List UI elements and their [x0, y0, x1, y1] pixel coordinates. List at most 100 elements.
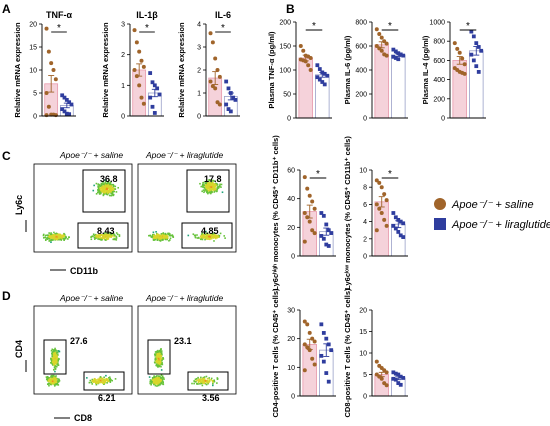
data-point-saline	[377, 32, 382, 36]
data-point-saline	[44, 91, 49, 95]
flow-dot	[194, 234, 197, 237]
data-point-lira	[228, 91, 233, 95]
flow-dot	[103, 381, 106, 384]
flow-dot	[204, 236, 207, 239]
flow-dot	[205, 181, 208, 184]
flow-dot	[102, 193, 105, 196]
data-point-saline	[379, 35, 384, 40]
flow-dot	[209, 179, 212, 181]
flow-dot	[159, 352, 161, 355]
flow-dot	[111, 379, 113, 382]
flow-dot	[208, 178, 210, 181]
flow-dot	[161, 234, 164, 236]
flow-dot	[157, 376, 159, 379]
flow-dot	[201, 183, 204, 186]
flow-dot	[54, 233, 56, 235]
flow-dot	[158, 383, 160, 386]
flow-dot	[99, 237, 102, 239]
flow-dot	[201, 381, 203, 383]
flow-dot	[168, 239, 170, 242]
flow-dot	[160, 377, 162, 379]
flow-dot	[160, 236, 162, 239]
data-point-saline	[308, 56, 313, 60]
flow-dot	[108, 190, 111, 192]
flow-dot	[160, 363, 163, 365]
flow-dot	[212, 382, 214, 385]
data-point-lira	[317, 67, 322, 71]
flow-dot	[211, 236, 213, 239]
flow-dot	[205, 186, 208, 189]
flow-dot	[54, 348, 56, 351]
flow-dot	[104, 381, 107, 383]
flow-dot	[104, 187, 107, 189]
chart-title: TNF-α	[46, 10, 72, 20]
flow-dot	[51, 353, 53, 356]
flow-dot	[53, 235, 56, 238]
flow-dot	[101, 377, 104, 380]
flow-dot	[219, 232, 222, 235]
flow-dot	[164, 233, 167, 236]
flow-dot	[208, 180, 210, 182]
data-point-saline	[457, 50, 462, 55]
flow-ylabel: Ly6c	[14, 195, 24, 215]
flow-dot	[59, 238, 62, 241]
flow-dot	[159, 350, 162, 353]
flow-dot	[100, 182, 103, 185]
flow-dot	[204, 235, 207, 238]
flow-dot	[108, 376, 111, 379]
flow-dot	[53, 354, 55, 356]
flow-dot	[164, 238, 167, 241]
flow-dot	[98, 192, 101, 195]
flow-dot	[212, 381, 214, 383]
flow-dot	[216, 377, 219, 379]
flow-dot	[156, 359, 159, 362]
bar-lira	[469, 50, 484, 119]
flow-dot	[55, 234, 58, 236]
flow-dot	[205, 185, 208, 188]
flow-dot	[48, 235, 50, 238]
flow-dot	[149, 234, 151, 237]
flow-dot	[209, 236, 211, 238]
y-tick-label: 10	[359, 168, 367, 175]
flow-dot	[200, 234, 203, 237]
flow-dot	[63, 234, 65, 237]
data-point-saline	[46, 49, 51, 54]
flow-dot	[54, 383, 57, 385]
data-point-saline	[302, 175, 307, 180]
flow-dot	[91, 383, 94, 385]
flow-dot	[208, 238, 210, 240]
flow-dot	[160, 380, 163, 383]
flow-dot	[109, 378, 112, 381]
y-tick-label: 1	[197, 91, 201, 98]
flow-dot	[105, 191, 108, 194]
flow-dot	[157, 358, 160, 360]
flow-dot	[191, 382, 193, 385]
flow-dot	[154, 357, 157, 359]
data-point-lira	[231, 95, 236, 100]
flow-dot	[158, 357, 161, 360]
data-point-saline	[374, 359, 379, 364]
flow-dot	[50, 380, 52, 382]
data-point-saline	[384, 383, 389, 388]
flow-dot	[107, 182, 110, 184]
data-point-lira	[69, 102, 74, 107]
flow-dot	[110, 231, 112, 234]
flow-dot	[217, 185, 219, 188]
flow-dot	[57, 235, 60, 237]
flow-dot	[100, 184, 103, 187]
flow-dot	[48, 379, 51, 382]
flow-dot	[161, 353, 163, 356]
flow-dot	[106, 188, 109, 190]
flow-dot	[109, 381, 112, 383]
data-point-saline	[307, 348, 312, 353]
flow-dot	[108, 179, 110, 182]
flow-dot	[111, 194, 114, 196]
flow-dot	[205, 233, 208, 236]
flow-dot	[56, 238, 59, 240]
y-tick-label: 600	[433, 58, 445, 65]
data-point-lira	[474, 41, 479, 46]
flow-dot	[56, 355, 58, 358]
data-point-lira	[326, 228, 331, 233]
data-point-lira	[326, 379, 331, 384]
legend-label-saline: Apoe⁻/⁻ + saline	[452, 198, 534, 211]
